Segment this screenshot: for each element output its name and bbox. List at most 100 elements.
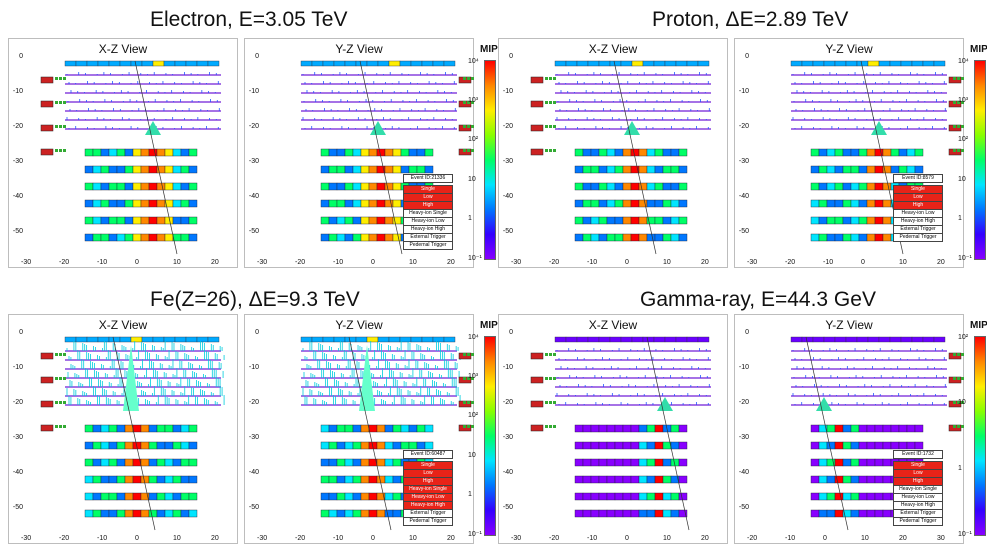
trigger-legend-item: Pedernal Trigger: [893, 517, 943, 526]
calorimeter-cell: [124, 165, 134, 174]
status-light: [953, 77, 956, 80]
calorimeter-cell: [384, 424, 394, 433]
calorimeter-cell: [598, 165, 608, 174]
calorimeter-cell: [874, 441, 884, 450]
calorimeter-cell: [670, 492, 680, 501]
calorimeter-cell: [376, 199, 386, 208]
x-tick-label: 0: [823, 535, 827, 542]
calorimeter-cell: [858, 148, 868, 157]
calorimeter-cell: [622, 475, 632, 484]
calorimeter-cell: [858, 424, 868, 433]
calorimeter-cell: [874, 492, 884, 501]
calorimeter-cell: [858, 182, 868, 191]
calorimeter-cell: [810, 199, 820, 208]
status-light: [467, 149, 470, 152]
y-tick-label: 0: [255, 329, 259, 336]
yz-view: Y-Z View 0 -10 -20 -30 -40 -50 -30 -20 -10 0 10 20 Ev…: [734, 38, 964, 268]
calorimeter-cell: [590, 165, 600, 174]
y-tick-label: -10: [738, 88, 749, 95]
calorimeter-cell: [874, 216, 884, 225]
calorimeter-cell: [140, 165, 150, 174]
calorimeter-cell: [376, 509, 386, 518]
top-strip-cell: [432, 336, 445, 343]
trigger-legend-item: Pedernal Trigger: [403, 517, 453, 526]
calorimeter-cell: [810, 509, 820, 518]
x-tick-label: 0: [371, 259, 375, 266]
x-tick-label: -30: [21, 259, 32, 266]
calorimeter-cell: [180, 441, 190, 450]
event-id-label: Event ID:8579: [893, 174, 943, 183]
calorimeter-cell: [164, 165, 174, 174]
calorimeter-cell: [164, 148, 174, 157]
calorimeter-cell: [834, 148, 844, 157]
top-strip-cell: [554, 336, 567, 343]
status-light: [467, 425, 470, 428]
colorbar-tick-label: 10⁴: [958, 58, 969, 65]
calorimeter-cell: [882, 424, 892, 433]
calorimeter-cell: [834, 424, 844, 433]
x-tick-label: -20: [295, 259, 306, 266]
calorimeter-cell: [906, 441, 916, 450]
calorimeter-cell: [882, 492, 892, 501]
calorimeter-cell: [156, 424, 166, 433]
calorimeter-cell: [336, 492, 346, 501]
detector-display: [40, 60, 221, 255]
calorimeter-cell: [132, 165, 142, 174]
calorimeter-cell: [598, 492, 608, 501]
status-light: [55, 125, 58, 128]
x-tick-label: 10: [173, 259, 181, 266]
view-title: Y-Z View: [825, 42, 873, 56]
calorimeter-cell: [858, 475, 868, 484]
calorimeter-cell: [810, 233, 820, 242]
y-tick-label: -10: [502, 88, 513, 95]
calorimeter-cell: [124, 441, 134, 450]
calorimeter-cell: [124, 509, 134, 518]
calorimeter-cell: [882, 509, 892, 518]
calorimeter-cell: [598, 424, 608, 433]
calorimeter-cell: [100, 441, 110, 450]
calorimeter-cell: [818, 492, 828, 501]
status-light: [957, 101, 960, 104]
calorimeter-cell: [336, 216, 346, 225]
calorimeter-cell: [400, 148, 410, 157]
calorimeter-cell: [92, 509, 102, 518]
calorimeter-cell: [646, 492, 656, 501]
calorimeter-cell: [188, 441, 198, 450]
calorimeter-cell: [180, 458, 190, 467]
calorimeter-cell: [662, 492, 672, 501]
status-light: [467, 125, 470, 128]
calorimeter-cell: [654, 509, 664, 518]
top-strip-cell: [355, 60, 368, 67]
calorimeter-cell: [866, 475, 876, 484]
x-tick-label: 10: [409, 535, 417, 542]
calorimeter-cell: [614, 492, 624, 501]
calorimeter-cell: [678, 441, 688, 450]
shower-peak: [359, 345, 375, 411]
x-tick-label: 20: [447, 535, 455, 542]
mip-colorbar: [484, 336, 496, 536]
y-tick-label: -10: [248, 364, 259, 371]
calorimeter-cell: [124, 216, 134, 225]
calorimeter-cell: [646, 233, 656, 242]
calorimeter-cell: [678, 509, 688, 518]
calorimeter-cell: [678, 182, 688, 191]
trigger-legend-item: Pedernal Trigger: [893, 233, 943, 242]
status-light: [471, 425, 474, 428]
x-tick-label: -20: [549, 535, 560, 542]
calorimeter-cell: [320, 492, 330, 501]
calorimeter-cell: [156, 441, 166, 450]
calorimeter-cell: [646, 475, 656, 484]
calorimeter-cell: [408, 165, 418, 174]
calorimeter-cell: [834, 182, 844, 191]
calorimeter-cell: [638, 233, 648, 242]
top-strip-cell: [75, 60, 88, 67]
calorimeter-cell: [384, 458, 394, 467]
x-tick-label: -10: [97, 535, 108, 542]
y-tick-label: 0: [255, 53, 259, 60]
calorimeter-cell: [826, 475, 836, 484]
trigger-tag: [40, 124, 54, 132]
calorimeter-cell: [834, 165, 844, 174]
calorimeter-cell: [108, 199, 118, 208]
x-tick-label: 10: [173, 535, 181, 542]
calorimeter-cell: [574, 216, 584, 225]
